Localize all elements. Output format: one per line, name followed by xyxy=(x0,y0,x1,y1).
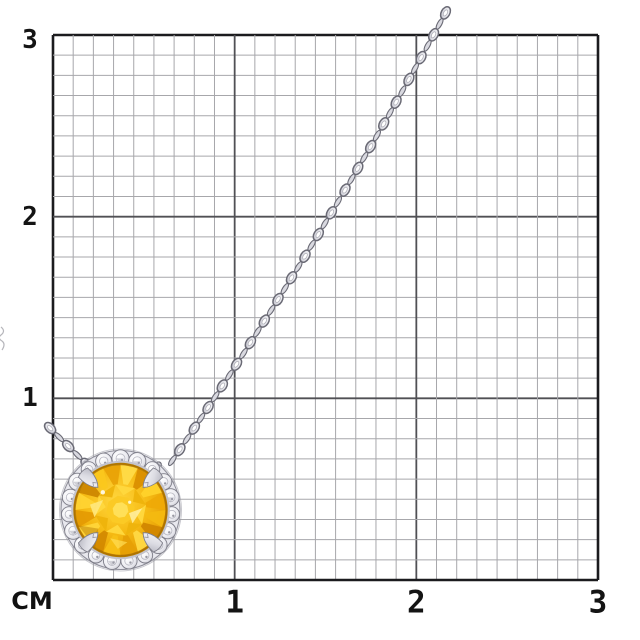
edge-scribble-mark xyxy=(0,326,5,351)
x-axis-tick-2: 2 xyxy=(406,584,426,621)
y-axis-tick-2: 2 xyxy=(22,201,38,232)
y-axis-tick-3: 3 xyxy=(22,25,38,55)
grid-lines xyxy=(51,33,600,582)
unit-label-cm: СМ xyxy=(11,587,53,615)
y-axis-tick-1: 1 xyxy=(22,383,38,414)
x-axis-tick-1: 1 xyxy=(225,584,244,621)
prong-claws xyxy=(77,467,164,553)
halo-pendant xyxy=(59,448,182,572)
x-axis-tick-3: 3 xyxy=(588,584,608,621)
